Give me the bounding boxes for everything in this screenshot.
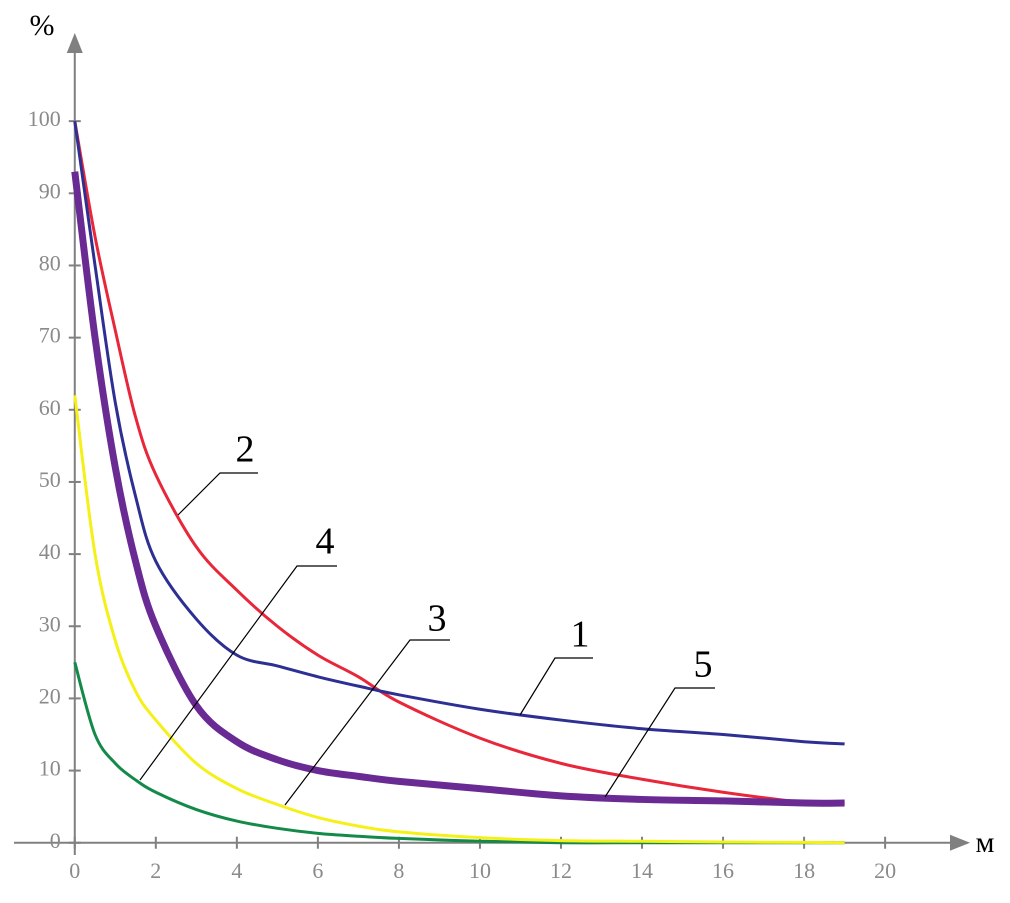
- series-label: 4: [316, 521, 335, 563]
- x-tick-label: 6: [312, 858, 323, 883]
- series-line: [73, 120, 845, 805]
- callout-line: [177, 472, 258, 516]
- x-tick-label: 2: [150, 858, 161, 883]
- x-tick-label: 18: [793, 858, 815, 883]
- callout-line: [519, 657, 593, 716]
- y-tick-label: 50: [39, 467, 61, 492]
- x-tick-label: 14: [631, 858, 653, 883]
- series-label: 5: [694, 644, 713, 686]
- x-tick-label: 4: [231, 858, 242, 883]
- x-tick-label: 16: [712, 858, 734, 883]
- y-tick-label: 30: [39, 611, 61, 636]
- series-line: [71, 171, 845, 807]
- y-tick-label: 80: [39, 251, 61, 276]
- y-axis-arrow: [66, 33, 83, 53]
- x-tick-label: 0: [69, 858, 80, 883]
- x-axis-arrow: [950, 834, 970, 851]
- series-line: [73, 395, 845, 845]
- y-tick-label: 0: [50, 828, 61, 853]
- x-tick-label: 10: [469, 858, 491, 883]
- x-tick-label: 12: [550, 858, 572, 883]
- series-label: 1: [571, 614, 590, 656]
- callout-line: [139, 565, 337, 781]
- x-tick-label: 8: [393, 858, 404, 883]
- series-label: 3: [428, 598, 447, 640]
- y-tick-label: 20: [39, 683, 61, 708]
- callout-line: [604, 687, 715, 798]
- y-tick-label: 60: [39, 395, 61, 420]
- y-tick-label: 10: [39, 756, 61, 781]
- series-label: 2: [236, 429, 255, 471]
- y-axis-label: %: [30, 9, 55, 42]
- y-tick-label: 70: [39, 323, 61, 348]
- series-line: [73, 661, 845, 845]
- y-tick-label: 40: [39, 539, 61, 564]
- x-tick-label: 20: [874, 858, 896, 883]
- x-axis-label: м: [976, 826, 995, 859]
- callout-line: [284, 639, 450, 806]
- y-tick-label: 90: [39, 178, 61, 203]
- y-tick-label: 100: [28, 106, 61, 131]
- series-line: [73, 120, 845, 746]
